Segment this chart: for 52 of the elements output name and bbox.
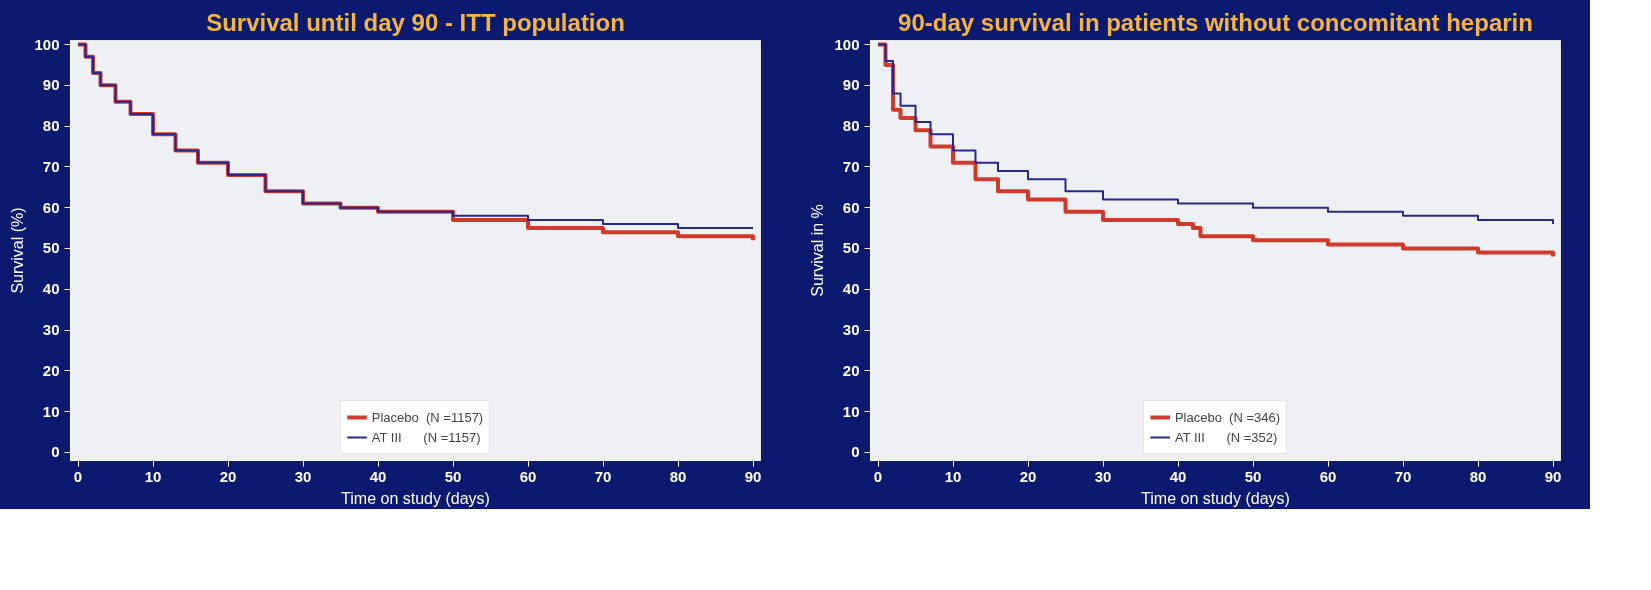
y-tick-label: 50 (42, 239, 60, 257)
y-tick-label: 50 (842, 239, 860, 257)
y-tick-label: 40 (42, 280, 60, 298)
y-tick-label: 0 (51, 443, 60, 461)
x-tick-label: 40 (369, 467, 387, 485)
x-axis-title: Time on study (days) (1141, 489, 1290, 507)
y-tick-label: 100 (834, 35, 860, 53)
y-axis-title: Survival (%) (9, 207, 27, 294)
y-tick-label: 80 (42, 117, 60, 135)
chart-title: Survival until day 90 - ITT population (206, 8, 625, 36)
y-tick-label: 0 (851, 443, 860, 461)
x-tick-label: 40 (1169, 467, 1187, 485)
legend-label: Placebo (N =346) (1174, 409, 1281, 425)
x-tick-label: 10 (144, 467, 162, 485)
y-tick-label: 80 (842, 117, 860, 135)
y-tick-label: 100 (34, 35, 60, 53)
x-tick-label: 60 (519, 467, 537, 485)
x-tick-label: 0 (873, 467, 883, 485)
x-tick-label: 80 (1469, 467, 1487, 485)
y-tick-label: 20 (842, 361, 860, 379)
y-tick-label: 60 (42, 198, 60, 216)
chart-title: 90-day survival in patients without concomitant heparin (898, 8, 1533, 36)
x-axis-title: Time on study (days) (341, 489, 490, 507)
y-tick-label: 30 (42, 321, 60, 339)
x-tick-label: 50 (444, 467, 462, 485)
legend-label: AT III (N =1157) (371, 429, 481, 445)
y-tick-label: 40 (842, 280, 860, 298)
y-tick-label: 90 (842, 76, 860, 94)
x-tick-label: 30 (294, 467, 312, 485)
x-tick-label: 20 (219, 467, 237, 485)
y-axis-title: Survival in % (809, 204, 827, 297)
y-tick-label: 10 (42, 402, 60, 420)
y-tick-label: 70 (842, 157, 860, 175)
x-tick-label: 30 (1094, 467, 1112, 485)
legend-label: AT III (N =352) (1174, 429, 1278, 445)
x-tick-label: 90 (744, 467, 762, 485)
y-tick-label: 60 (842, 198, 860, 216)
x-tick-label: 20 (1019, 467, 1037, 485)
x-tick-label: 70 (1394, 467, 1412, 485)
x-tick-label: 60 (1319, 467, 1337, 485)
x-tick-label: 50 (1244, 467, 1262, 485)
y-tick-label: 70 (42, 157, 60, 175)
x-tick-label: 70 (594, 467, 612, 485)
x-tick-label: 10 (944, 467, 962, 485)
x-tick-label: 90 (1544, 467, 1562, 485)
x-tick-label: 0 (73, 467, 83, 485)
y-tick-label: 20 (42, 361, 60, 379)
legend-label: Placebo (N =1157) (371, 409, 484, 425)
y-tick-label: 10 (842, 402, 860, 420)
x-tick-label: 80 (669, 467, 687, 485)
y-tick-label: 30 (842, 321, 860, 339)
y-tick-label: 90 (42, 76, 60, 94)
